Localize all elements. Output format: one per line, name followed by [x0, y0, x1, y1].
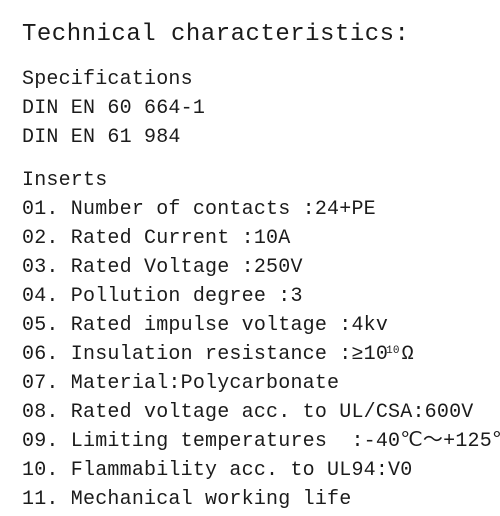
specifications-section: Specifications DIN EN 60 664-1 DIN EN 61… — [22, 65, 482, 152]
specification-line: DIN EN 61 984 — [22, 123, 482, 152]
insert-item: 10. Flammability acc. to UL94:V0 — [22, 456, 482, 485]
page-title: Technical characteristics: — [22, 18, 482, 53]
inserts-heading: Inserts — [22, 166, 482, 195]
insert-item-suffix: Ω — [402, 343, 414, 366]
insert-item-text: 01. Number of contacts :24+PE — [22, 198, 376, 221]
insert-item: 07. Material:Polycarbonate — [22, 369, 482, 398]
inserts-list: 01. Number of contacts :24+PE 02. Rated C… — [22, 195, 482, 516]
insert-item: 05. Rated impulse voltage :4kv — [22, 311, 482, 340]
document-page: Technical characteristics: Specification… — [0, 0, 500, 516]
insert-item-text: 06. Insulation resistance :≥10 — [22, 343, 388, 366]
insert-item: 06. Insulation resistance :≥1010Ω — [22, 340, 482, 369]
insert-item-text: 07. Material:Polycarbonate — [22, 372, 339, 395]
insert-item: 04. Pollution degree :3 — [22, 282, 482, 311]
insert-item-text: 03. Rated Voltage :250V — [22, 256, 303, 279]
insert-item-text: 02. Rated Current :10A — [22, 227, 290, 250]
insert-item: 08. Rated voltage acc. to UL/CSA:600V — [22, 398, 482, 427]
insert-item-text: 09. Limiting temperatures :-40℃～+125℃ — [22, 430, 500, 453]
insert-item-text: 04. Pollution degree :3 — [22, 285, 303, 308]
inserts-section: Inserts 01. Number of contacts :24+PE 02.… — [22, 166, 482, 516]
insert-item: 09. Limiting temperatures :-40℃～+125℃ — [22, 427, 482, 456]
insert-item-superscript: 10 — [386, 345, 400, 357]
insert-item-text: 10. Flammability acc. to UL94:V0 — [22, 459, 412, 482]
insert-item-text: 05. Rated impulse voltage :4kv — [22, 314, 388, 337]
insert-item: 01. Number of contacts :24+PE — [22, 195, 482, 224]
insert-item: 11. Mechanical working life — [22, 485, 482, 514]
insert-item-text: 08. Rated voltage acc. to UL/CSA:600V — [22, 401, 473, 424]
specifications-heading: Specifications — [22, 65, 482, 94]
insert-item-text: 11. Mechanical working life — [22, 488, 351, 511]
insert-item: 02. Rated Current :10A — [22, 224, 482, 253]
insert-item: 03. Rated Voltage :250V — [22, 253, 482, 282]
specification-line: DIN EN 60 664-1 — [22, 94, 482, 123]
